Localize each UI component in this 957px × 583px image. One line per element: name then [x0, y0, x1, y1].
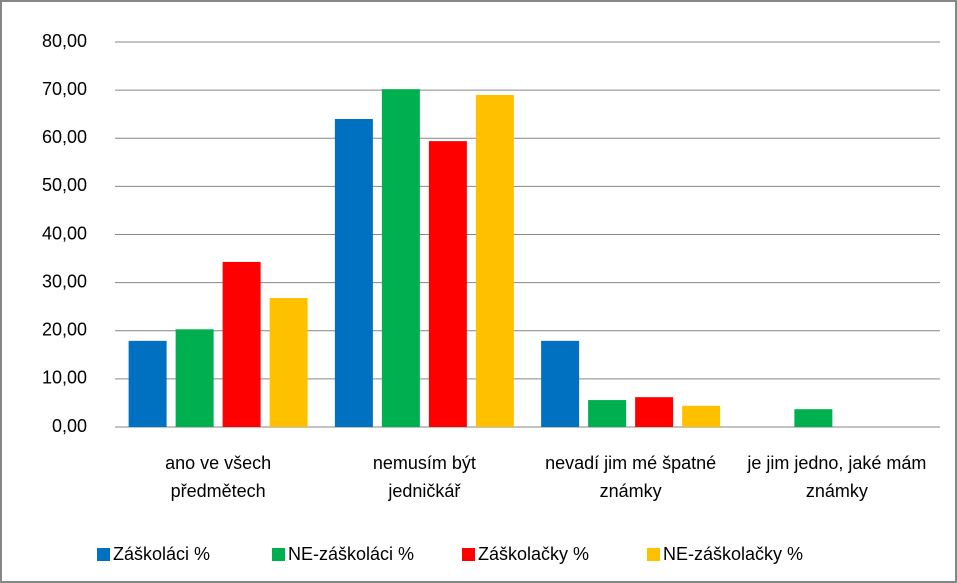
bar: [541, 340, 580, 427]
y-tick-label: 10,00: [42, 368, 87, 388]
bar: [475, 94, 514, 427]
x-tick-label: je jim jedno, jaké mám známky: [747, 453, 927, 501]
legend-swatch: [272, 548, 285, 561]
y-tick-label: 50,00: [42, 175, 87, 195]
bar: [588, 400, 627, 427]
legend-label: Záškoláci %: [113, 544, 210, 564]
bar: [175, 329, 214, 427]
bar: [269, 298, 308, 427]
bar: [222, 261, 261, 427]
x-tick-label: nevadí jim mé špatné známky: [545, 453, 717, 501]
y-tick-label: 0,00: [52, 416, 87, 436]
bar: [428, 141, 467, 427]
legend-label: NE-záškolačky %: [663, 544, 803, 564]
legend-swatch: [462, 548, 475, 561]
y-tick-label: 20,00: [42, 320, 87, 340]
bar: [334, 119, 373, 427]
y-tick-label: 40,00: [42, 223, 87, 243]
bar: [682, 405, 721, 427]
legend-swatch: [97, 548, 110, 561]
y-tick-label: 60,00: [42, 127, 87, 147]
bar: [128, 340, 167, 427]
x-tick-label: nemusím být jedničkář: [372, 453, 476, 501]
bar: [635, 397, 674, 427]
legend-swatch: [647, 548, 660, 561]
y-tick-label: 70,00: [42, 79, 87, 99]
x-tick-label: ano ve všech předmětech: [165, 453, 272, 501]
bar: [794, 409, 833, 427]
y-tick-label: 30,00: [42, 271, 87, 291]
legend-label: NE-záškoláci %: [288, 544, 414, 564]
legend-label: Záškolačky %: [478, 544, 589, 564]
y-tick-label: 80,00: [42, 31, 87, 51]
bar: [381, 89, 420, 427]
